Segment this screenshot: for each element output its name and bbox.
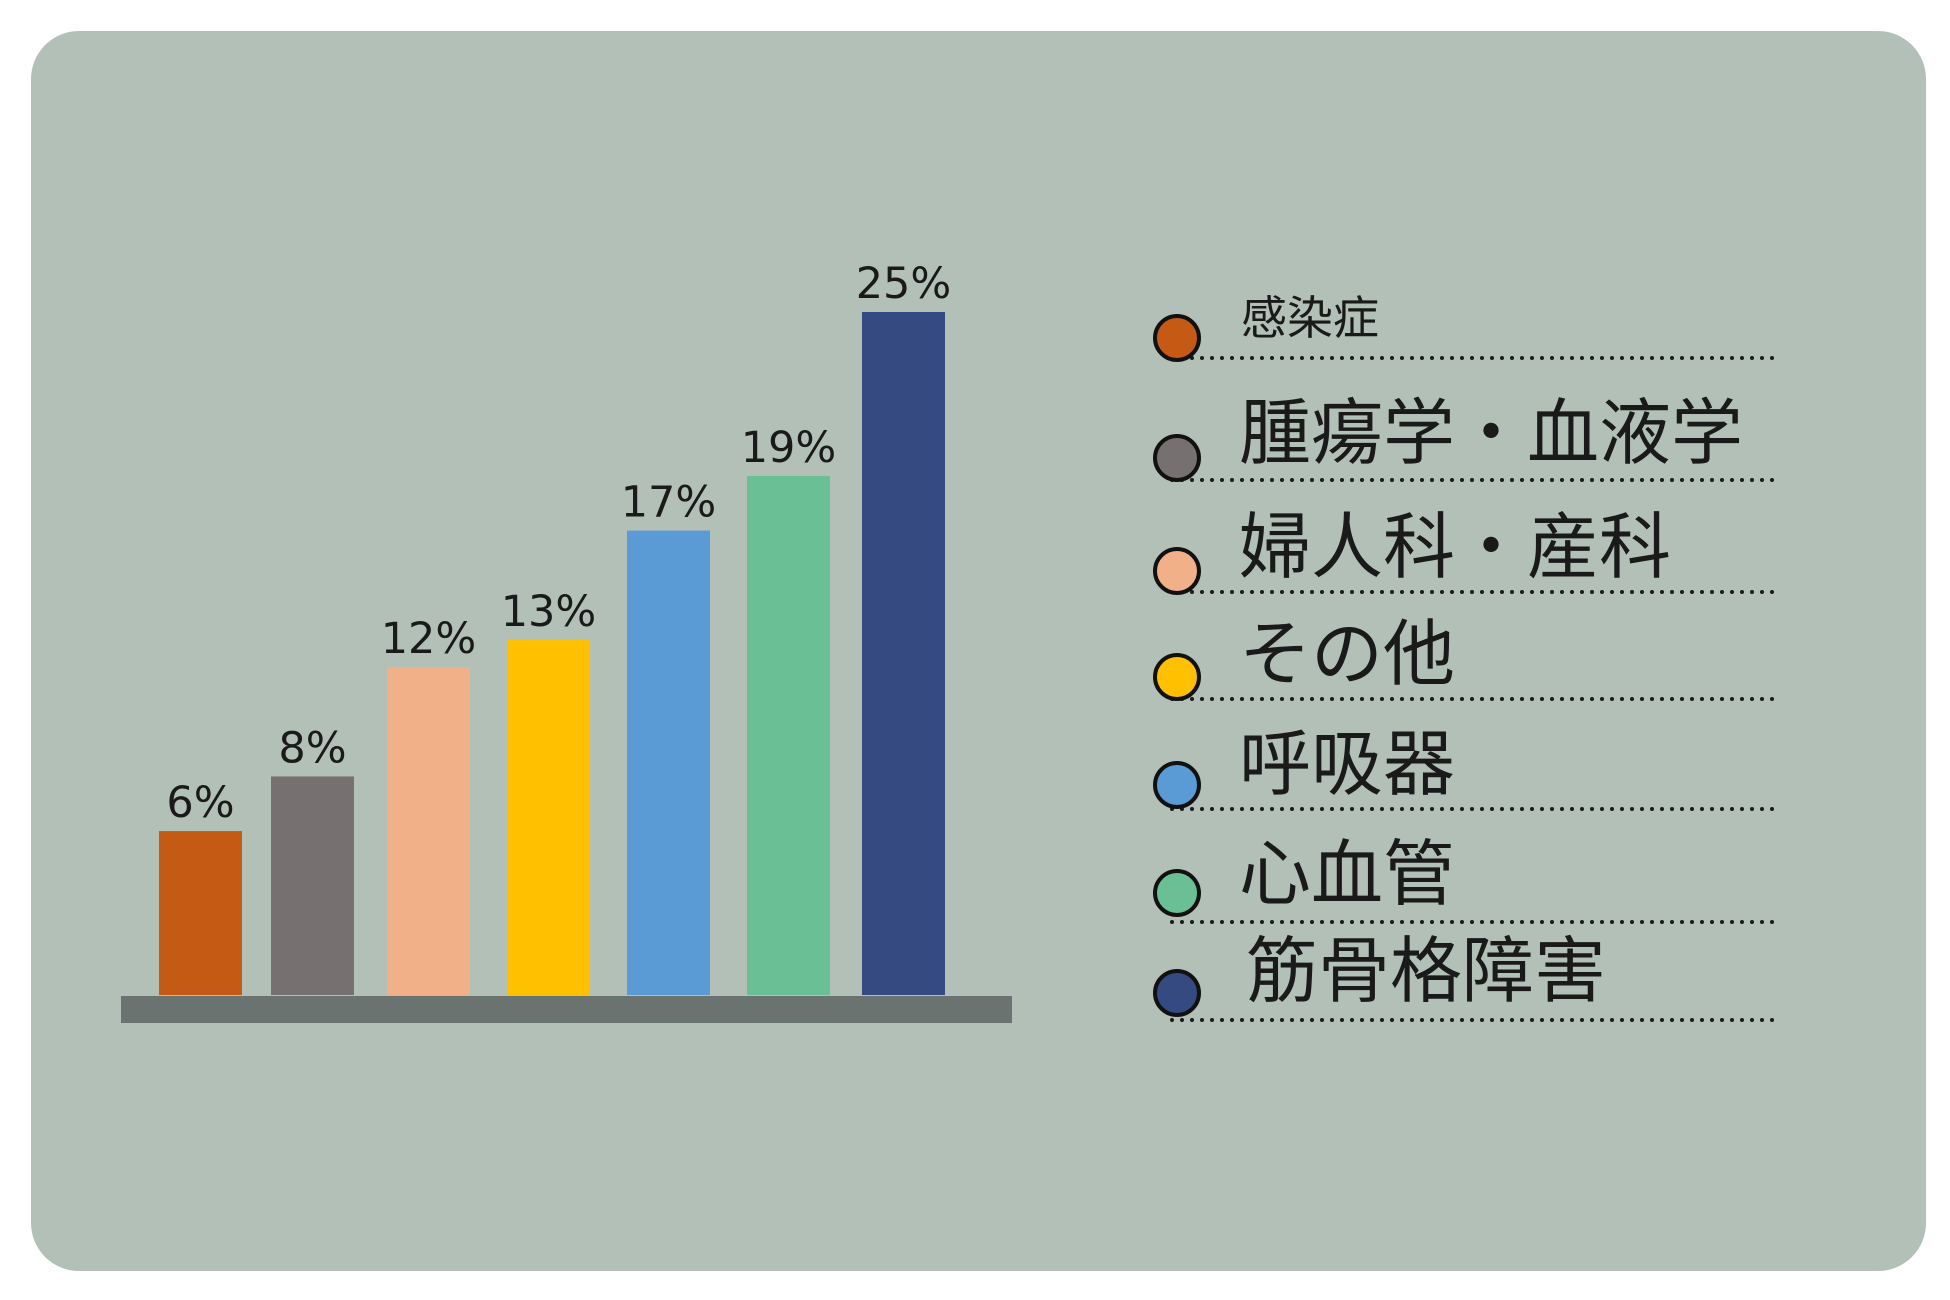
bar [747, 475, 830, 995]
bar-value-label: 17% [621, 478, 717, 528]
bar [627, 530, 710, 995]
legend-swatch [1153, 547, 1201, 595]
bar-value-label: 13% [501, 587, 597, 637]
bar-value-label: 6% [166, 778, 234, 828]
legend-label: その他 [1239, 612, 1455, 696]
bar [271, 776, 354, 995]
legend-swatch [1153, 653, 1201, 701]
legend-swatch [1153, 969, 1201, 1017]
bar [159, 831, 242, 995]
chart-baseline [121, 996, 1012, 1023]
chart-card [31, 31, 1926, 1271]
bar-value-label: 19% [741, 423, 837, 473]
legend-swatch [1153, 314, 1201, 362]
bar [387, 667, 470, 995]
legend-swatch [1153, 761, 1201, 809]
bar [862, 312, 945, 995]
legend-label: 感染症 [1241, 291, 1379, 345]
bar-value-label: 12% [381, 614, 477, 664]
legend-label: 筋骨格障害 [1246, 929, 1606, 1013]
legend-swatch [1153, 434, 1201, 482]
bar-value-label: 8% [278, 723, 346, 773]
legend-label: 心血管 [1239, 832, 1455, 916]
legend-label: 呼吸器 [1239, 722, 1455, 806]
legend-label: 腫瘍学・血液学 [1239, 391, 1743, 475]
bars-group [159, 312, 945, 995]
bar-value-label: 25% [856, 259, 952, 309]
value-labels-group: 6% 8% 12% 13% 17% 19% 25% [166, 259, 951, 828]
bar [507, 639, 590, 995]
legend-swatch [1153, 869, 1201, 917]
legend-label: 婦人科・産科 [1239, 505, 1671, 589]
